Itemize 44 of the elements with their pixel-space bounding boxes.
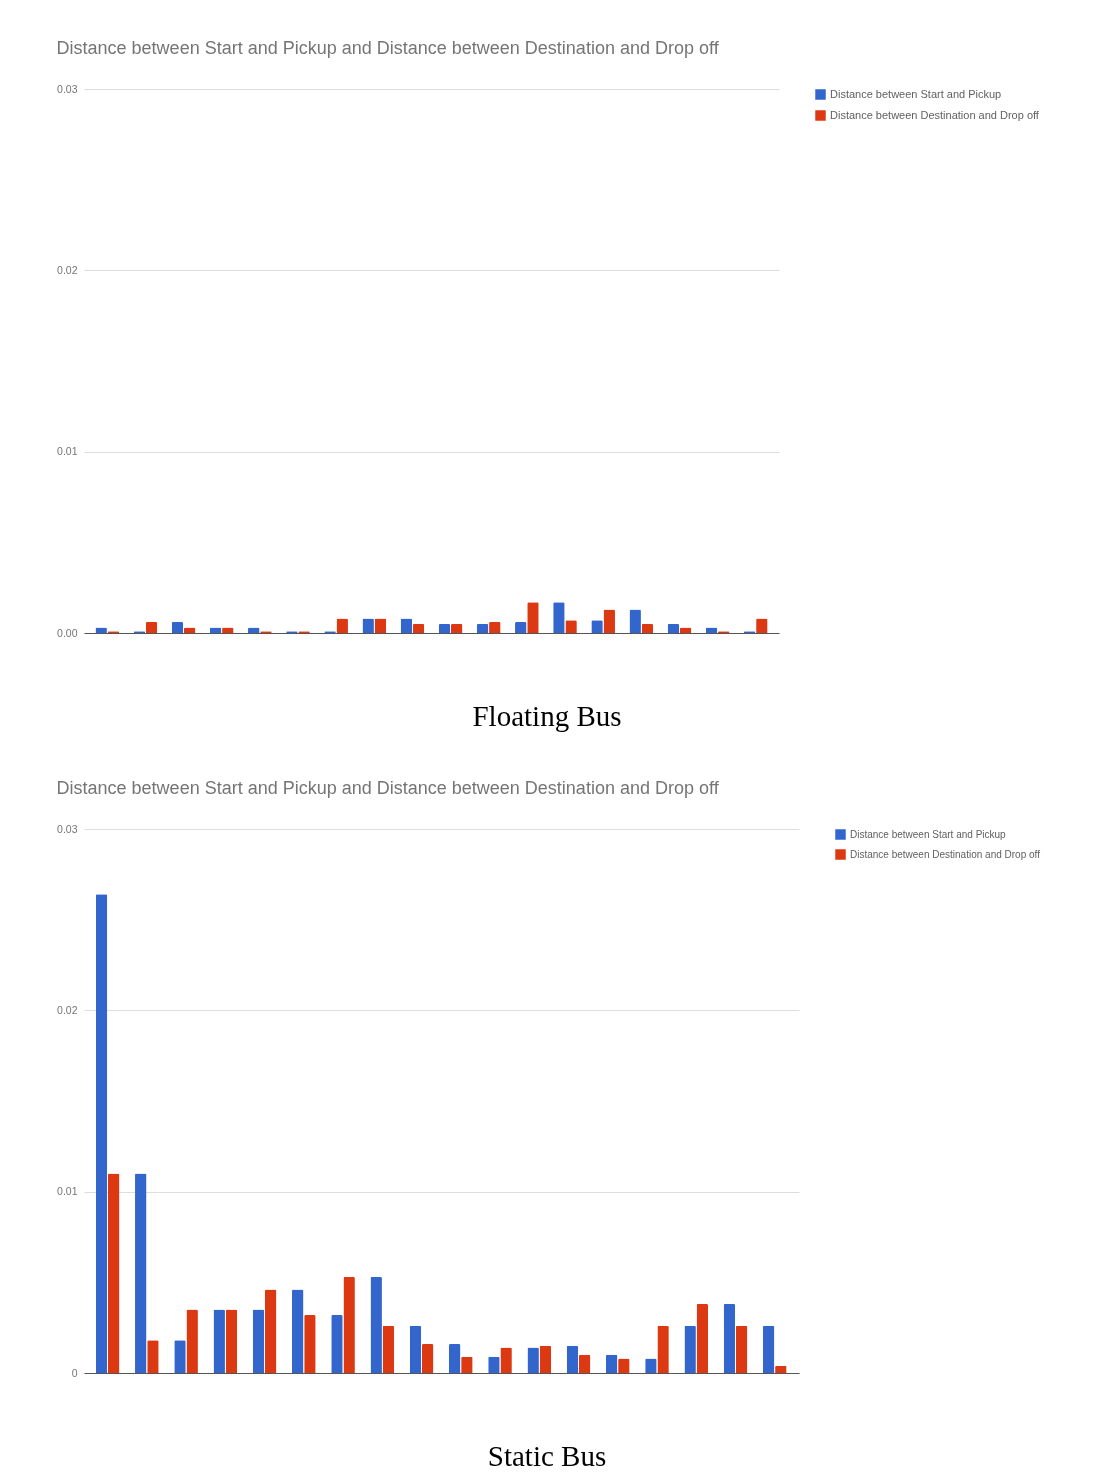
bar bbox=[450, 623, 463, 633]
bar bbox=[438, 623, 451, 633]
bar bbox=[696, 1304, 709, 1373]
y-tick-label: 0.02 bbox=[57, 263, 78, 276]
bar bbox=[578, 1354, 591, 1373]
bar bbox=[723, 1304, 736, 1373]
legend-label: Distance between Destination and Drop off bbox=[830, 108, 1040, 121]
bar bbox=[735, 1325, 748, 1373]
y-tick-label: 0.03 bbox=[57, 822, 78, 835]
bar bbox=[539, 1345, 552, 1373]
y-tick-label: 0.01 bbox=[57, 445, 78, 458]
y-tick-label: 0.03 bbox=[57, 82, 78, 95]
bar bbox=[605, 1354, 618, 1373]
bar bbox=[409, 1325, 422, 1373]
bar bbox=[382, 1325, 395, 1373]
bar bbox=[145, 622, 158, 633]
y-tick-label: 0.00 bbox=[57, 626, 78, 639]
chart-title: Distance between Start and Pickup and Distance between Destination and Drop off bbox=[56, 38, 720, 58]
legend-label: Distance between Start and Pickup bbox=[830, 87, 1002, 100]
bar bbox=[291, 1289, 304, 1373]
bar bbox=[252, 1309, 265, 1373]
text: Floating Bus bbox=[472, 700, 622, 732]
bar bbox=[264, 1289, 277, 1373]
bar bbox=[107, 1173, 120, 1373]
bar bbox=[171, 622, 184, 633]
bar bbox=[762, 1325, 775, 1373]
bar bbox=[225, 1309, 238, 1373]
y-tick-label: 0 bbox=[71, 1366, 78, 1379]
legend-label: Distance between Destination and Drop off bbox=[850, 848, 1041, 860]
text: Static Bus bbox=[487, 1440, 607, 1472]
bar bbox=[641, 623, 654, 633]
chart-title: Distance between Start and Pickup and Distance between Destination and Drop off bbox=[56, 778, 720, 798]
bar bbox=[374, 618, 387, 633]
bar bbox=[421, 1343, 434, 1373]
bar bbox=[95, 894, 108, 1373]
legend-label: Distance between Start and Pickup bbox=[850, 828, 1007, 840]
bar bbox=[400, 618, 413, 633]
bar bbox=[412, 623, 425, 633]
bar bbox=[566, 1345, 579, 1373]
bar bbox=[476, 623, 489, 633]
bar bbox=[667, 623, 680, 633]
y-tick-label: 0.02 bbox=[57, 1003, 78, 1016]
y-tick-label: 0.01 bbox=[57, 1185, 78, 1198]
bar bbox=[448, 1343, 461, 1373]
